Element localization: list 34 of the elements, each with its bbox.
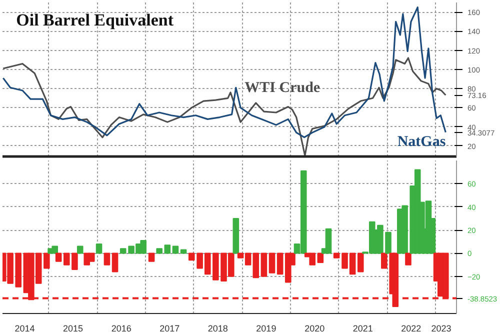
bar (164, 244, 171, 254)
bar (76, 246, 84, 254)
bar (55, 252, 62, 262)
bar (104, 252, 110, 266)
bar (325, 228, 332, 254)
bar (112, 252, 118, 272)
bar (44, 252, 50, 269)
bar (52, 246, 58, 254)
x-tick-label: 2014 (14, 324, 35, 334)
text: Oil Barrel Equivalent (16, 10, 174, 30)
bar (260, 252, 268, 277)
x-tick-label: 2019 (256, 324, 276, 334)
bar (276, 252, 284, 275)
x-tick-label: 2018 (208, 324, 228, 334)
x-tick-label: 2022 (401, 324, 422, 334)
x-tick-label: 2017 (160, 324, 180, 334)
bar (268, 252, 276, 274)
series-label: NatGas (397, 134, 446, 150)
bar (333, 252, 340, 258)
bar (148, 252, 155, 262)
bar (357, 252, 364, 272)
x-tick-label: 2016 (111, 324, 132, 334)
bar (405, 252, 412, 266)
line-series (2, 57, 446, 156)
bar (156, 248, 162, 254)
x-tick-label: 2015 (62, 324, 84, 334)
series-label: WTI Crude (244, 80, 320, 96)
x-tick-label: 2023 (431, 324, 452, 334)
bar (172, 246, 179, 254)
bar (232, 218, 240, 254)
x-tick-label: 2021 (352, 324, 373, 334)
x-tick-label: 2020 (304, 324, 325, 334)
bar (317, 252, 324, 263)
bar (96, 243, 102, 254)
